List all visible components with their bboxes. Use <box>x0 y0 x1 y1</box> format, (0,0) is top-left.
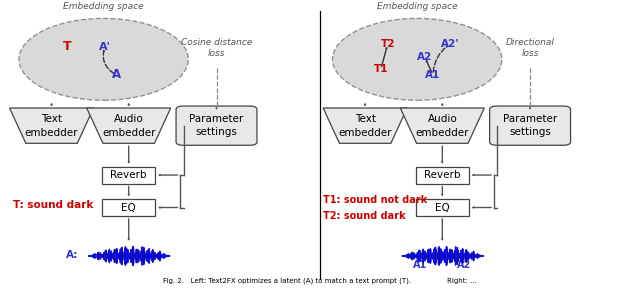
FancyBboxPatch shape <box>176 106 257 145</box>
Text: T1: T1 <box>374 64 388 74</box>
Text: Embedding space: Embedding space <box>377 2 458 11</box>
Polygon shape <box>86 108 171 143</box>
Text: A1: A1 <box>413 260 428 270</box>
Text: Parameter: Parameter <box>503 114 557 124</box>
Polygon shape <box>323 108 407 143</box>
Text: T2: T2 <box>381 39 395 49</box>
Ellipse shape <box>333 18 502 100</box>
Text: Directional
loss: Directional loss <box>506 38 554 58</box>
Text: embedder: embedder <box>25 128 78 138</box>
Text: Text: Text <box>41 113 62 124</box>
Text: T: T <box>63 40 72 53</box>
Text: Audio: Audio <box>114 113 143 124</box>
Text: A': A' <box>99 42 111 52</box>
Text: settings: settings <box>509 127 551 137</box>
Text: embedder: embedder <box>415 128 469 138</box>
FancyBboxPatch shape <box>415 199 469 216</box>
FancyBboxPatch shape <box>102 166 156 183</box>
Text: Embedding space: Embedding space <box>63 2 144 11</box>
FancyBboxPatch shape <box>102 199 156 216</box>
Ellipse shape <box>19 18 188 100</box>
Text: Reverb: Reverb <box>111 170 147 180</box>
Text: EQ: EQ <box>435 202 450 213</box>
Text: Reverb: Reverb <box>424 170 461 180</box>
Text: Audio: Audio <box>428 113 457 124</box>
Text: A:: A: <box>66 251 79 260</box>
Text: embedder: embedder <box>102 128 156 138</box>
FancyBboxPatch shape <box>490 106 571 145</box>
Text: Text: Text <box>355 113 376 124</box>
Text: A2: A2 <box>457 260 472 270</box>
Text: A: A <box>111 68 121 81</box>
Text: T2: sound dark: T2: sound dark <box>323 211 406 221</box>
Text: A1: A1 <box>425 70 440 80</box>
Polygon shape <box>10 108 93 143</box>
Text: Parameter: Parameter <box>189 114 244 124</box>
Text: Cosine distance
loss: Cosine distance loss <box>181 38 252 58</box>
FancyBboxPatch shape <box>415 166 469 183</box>
Text: A2': A2' <box>441 39 460 49</box>
Text: settings: settings <box>196 127 237 137</box>
Text: embedder: embedder <box>339 128 392 138</box>
Text: T: sound dark: T: sound dark <box>13 200 93 210</box>
Text: Fig. 2.   Left: Text2FX optimizes a latent (A) to match a text prompt (T).      : Fig. 2. Left: Text2FX optimizes a latent… <box>163 277 477 284</box>
Polygon shape <box>400 108 484 143</box>
Text: A2: A2 <box>417 52 433 62</box>
Text: EQ: EQ <box>122 202 136 213</box>
Text: T1: sound not dark: T1: sound not dark <box>323 196 428 205</box>
